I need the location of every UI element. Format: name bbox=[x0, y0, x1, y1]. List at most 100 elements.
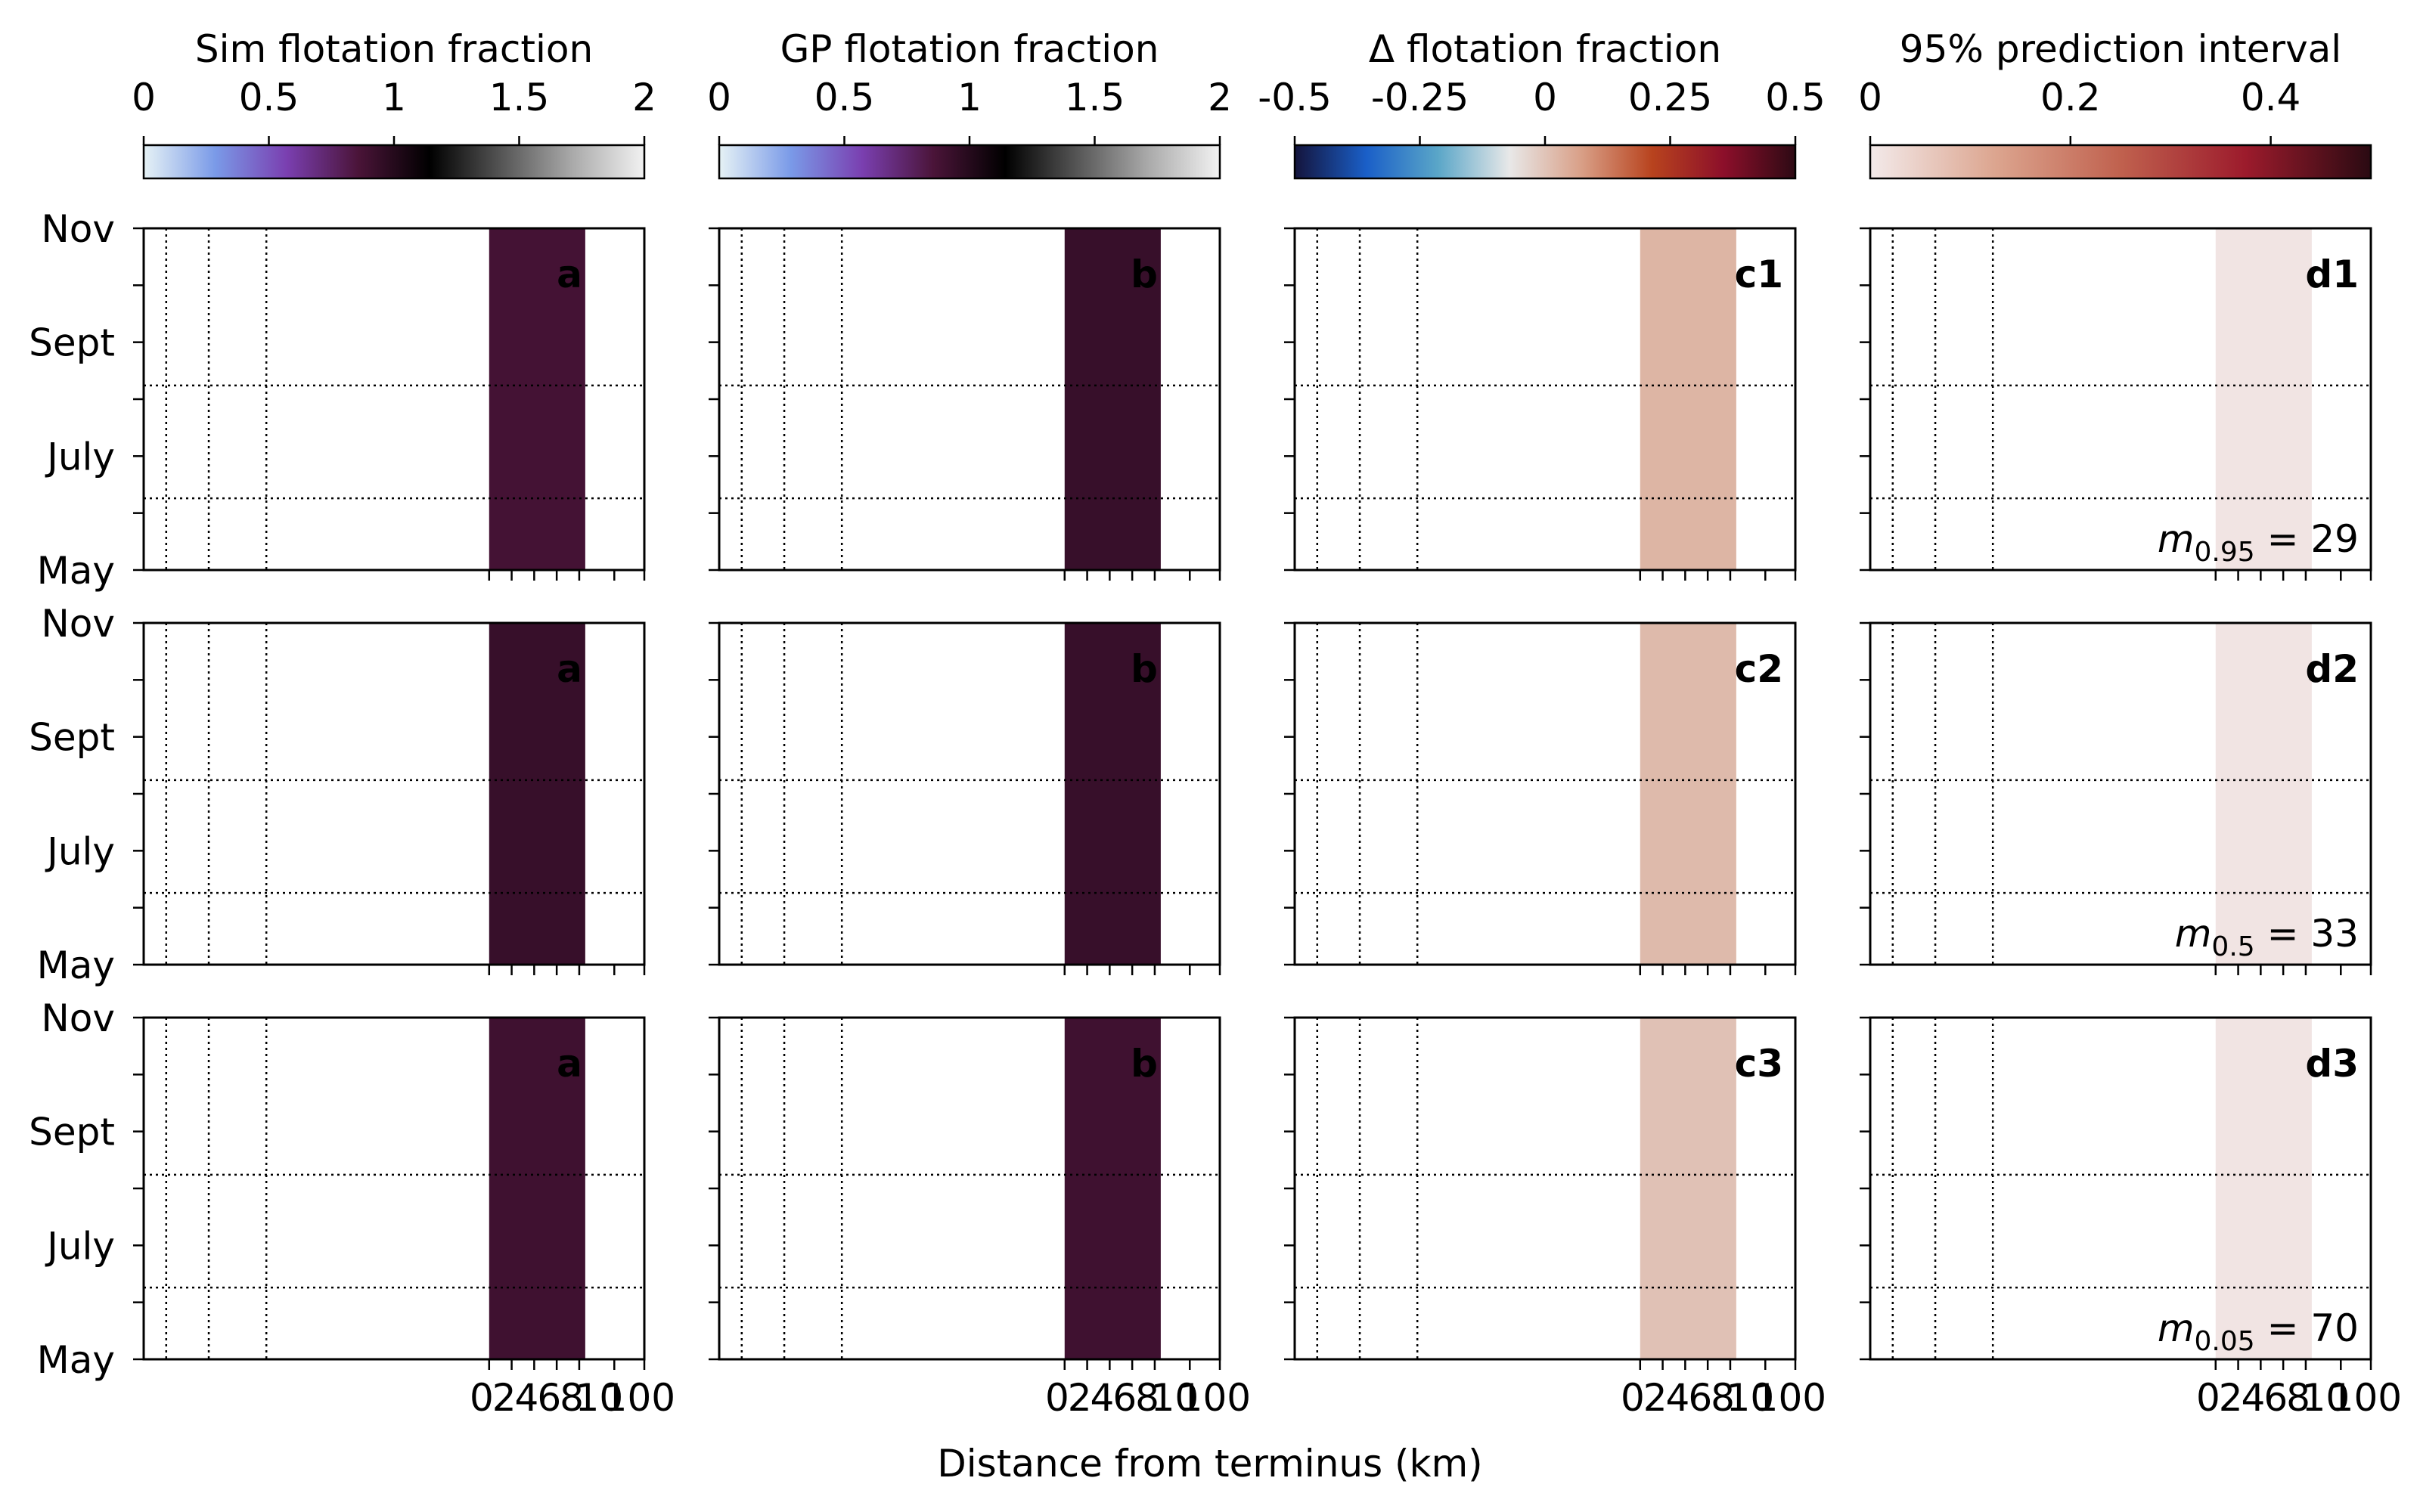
colorbar-tick-label: 0.4 bbox=[2241, 76, 2301, 119]
panel-a2: Nov Sept July May a bbox=[29, 602, 646, 987]
annotation: m0.95 = 29 bbox=[2158, 517, 2359, 568]
y-tick-label: Sept bbox=[29, 716, 115, 760]
x-tick-label: 4 bbox=[515, 1376, 539, 1420]
colorbar-tick-label: -0.5 bbox=[1258, 76, 1332, 119]
annotation: m0.05 = 70 bbox=[2158, 1306, 2359, 1357]
panel-b1: b bbox=[709, 227, 1221, 581]
x-tick-label: 2 bbox=[2219, 1376, 2243, 1420]
y-tick-label: May bbox=[37, 1338, 115, 1382]
panel-d1: d1 m0.95 = 29 bbox=[1860, 227, 2372, 581]
y-tick-label: Nov bbox=[41, 207, 115, 251]
colorbar-gradient bbox=[142, 144, 646, 180]
annotation: m0.5 = 33 bbox=[2175, 912, 2359, 962]
heatmap-block bbox=[1064, 623, 1161, 965]
colorbar-tick-label: 0.5 bbox=[1765, 76, 1826, 119]
x-tick-label: 0 bbox=[470, 1376, 494, 1420]
x-tick-label: 100 bbox=[603, 1376, 675, 1420]
heatmap-block bbox=[1640, 1018, 1736, 1359]
x-tick-label: 0 bbox=[2196, 1376, 2220, 1420]
colorbar-gradient bbox=[1869, 144, 2372, 180]
x-tick-label: 2 bbox=[1643, 1376, 1668, 1420]
colorbar-2: Δ flotation fraction -0.5 -0.25 0 0.25 0.5 bbox=[1258, 27, 1826, 180]
panels: Nov Sept July May a Nov Sept July May a Nov Sept Jul… bbox=[29, 207, 2402, 1420]
x-tick-label: 2 bbox=[1068, 1376, 1092, 1420]
colorbar-tick-label: 2 bbox=[1208, 76, 1232, 119]
colorbar-label: GP flotation fraction bbox=[780, 27, 1159, 71]
colorbar-tick-label: 0 bbox=[1533, 76, 1557, 119]
colorbar-label: 95% prediction interval bbox=[1900, 27, 2341, 71]
heatmap-block bbox=[2215, 623, 2312, 965]
panel-letter: a bbox=[557, 1042, 582, 1086]
heatmap-block bbox=[489, 1018, 585, 1359]
panel-c2: c2 bbox=[1284, 621, 1797, 975]
x-tick-label: 10 bbox=[1727, 1376, 1775, 1420]
colorbar-tick-label: 0 bbox=[707, 76, 731, 119]
x-tick-label: 8 bbox=[1711, 1376, 1735, 1420]
panel-letter: c1 bbox=[1735, 253, 1783, 296]
colorbar-tick-label: 0.2 bbox=[2040, 76, 2101, 119]
heatmap-block bbox=[1640, 623, 1736, 965]
heatmap-block bbox=[1640, 228, 1736, 570]
x-tick-label: 10 bbox=[2302, 1376, 2350, 1420]
colorbar-tick-label: 1.5 bbox=[489, 76, 550, 119]
y-tick-label: Nov bbox=[41, 602, 115, 646]
panel-c1: c1 bbox=[1284, 227, 1797, 581]
heatmap-block bbox=[2215, 1018, 2312, 1359]
x-axis-label: Distance from terminus (km) bbox=[937, 1442, 1482, 1486]
panel-letter: c2 bbox=[1735, 647, 1783, 691]
x-tick-label: 0 bbox=[1621, 1376, 1645, 1420]
colorbar-tick-label: 1 bbox=[957, 76, 982, 119]
panel-d2: d2 m0.5 = 33 bbox=[1860, 621, 2372, 975]
x-tick-label: 6 bbox=[537, 1376, 561, 1420]
y-tick-label: July bbox=[45, 435, 115, 479]
colorbar-tick-label: 0.5 bbox=[239, 76, 299, 119]
heatmap-block bbox=[1064, 1018, 1161, 1359]
x-tick-label: 4 bbox=[1666, 1376, 1690, 1420]
x-tick-label: 100 bbox=[1754, 1376, 1826, 1420]
colorbar-label: Sim flotation fraction bbox=[195, 27, 593, 71]
y-tick-label: May bbox=[37, 943, 115, 987]
colorbar-0: Sim flotation fraction 0 0.5 1 1.5 2 bbox=[132, 27, 656, 180]
panel-letter: d1 bbox=[2305, 253, 2359, 296]
x-tick-label: 6 bbox=[1688, 1376, 1712, 1420]
x-tick-label: 6 bbox=[1112, 1376, 1137, 1420]
y-tick-label: Nov bbox=[41, 996, 115, 1040]
x-tick-label: 100 bbox=[2330, 1376, 2402, 1420]
panel-letter: d2 bbox=[2305, 647, 2359, 691]
panel-letter: a bbox=[557, 253, 582, 296]
colorbar-gradient bbox=[1293, 144, 1797, 180]
x-tick-label: 10 bbox=[1151, 1376, 1199, 1420]
panel-letter: b bbox=[1131, 647, 1158, 691]
x-tick-label: 10 bbox=[576, 1376, 624, 1420]
x-tick-label: 8 bbox=[2286, 1376, 2310, 1420]
heatmap-block bbox=[489, 623, 585, 965]
heatmap-block bbox=[489, 228, 585, 570]
colorbar-label: Δ flotation fraction bbox=[1369, 27, 1721, 71]
panel-letter: c3 bbox=[1735, 1042, 1783, 1086]
colorbar-tick-label: 1.5 bbox=[1065, 76, 1125, 119]
y-tick-label: Sept bbox=[29, 321, 115, 365]
x-tick-label: 2 bbox=[492, 1376, 517, 1420]
colorbar-tick-label: 0.25 bbox=[1628, 76, 1712, 119]
x-tick-label: 8 bbox=[560, 1376, 584, 1420]
colorbar-tick-label: 0 bbox=[132, 76, 156, 119]
y-tick-label: July bbox=[45, 829, 115, 873]
colorbar-tick-label: -0.25 bbox=[1371, 76, 1469, 119]
colorbar-1: GP flotation fraction 0 0.5 1 1.5 2 bbox=[707, 27, 1232, 180]
x-tick-label: 6 bbox=[2263, 1376, 2288, 1420]
panel-b2: b bbox=[709, 621, 1221, 975]
x-tick-label: 100 bbox=[1179, 1376, 1251, 1420]
y-tick-label: July bbox=[45, 1224, 115, 1268]
colorbar-tick-label: 0.5 bbox=[814, 76, 875, 119]
colorbar-tick-label: 0 bbox=[1858, 76, 1882, 119]
x-tick-label: 4 bbox=[2242, 1376, 2266, 1420]
colorbar-gradient bbox=[718, 144, 1221, 180]
colorbar-3: 95% prediction interval 0 0.2 0.4 bbox=[1858, 27, 2372, 180]
x-tick-label: 8 bbox=[1135, 1376, 1159, 1420]
